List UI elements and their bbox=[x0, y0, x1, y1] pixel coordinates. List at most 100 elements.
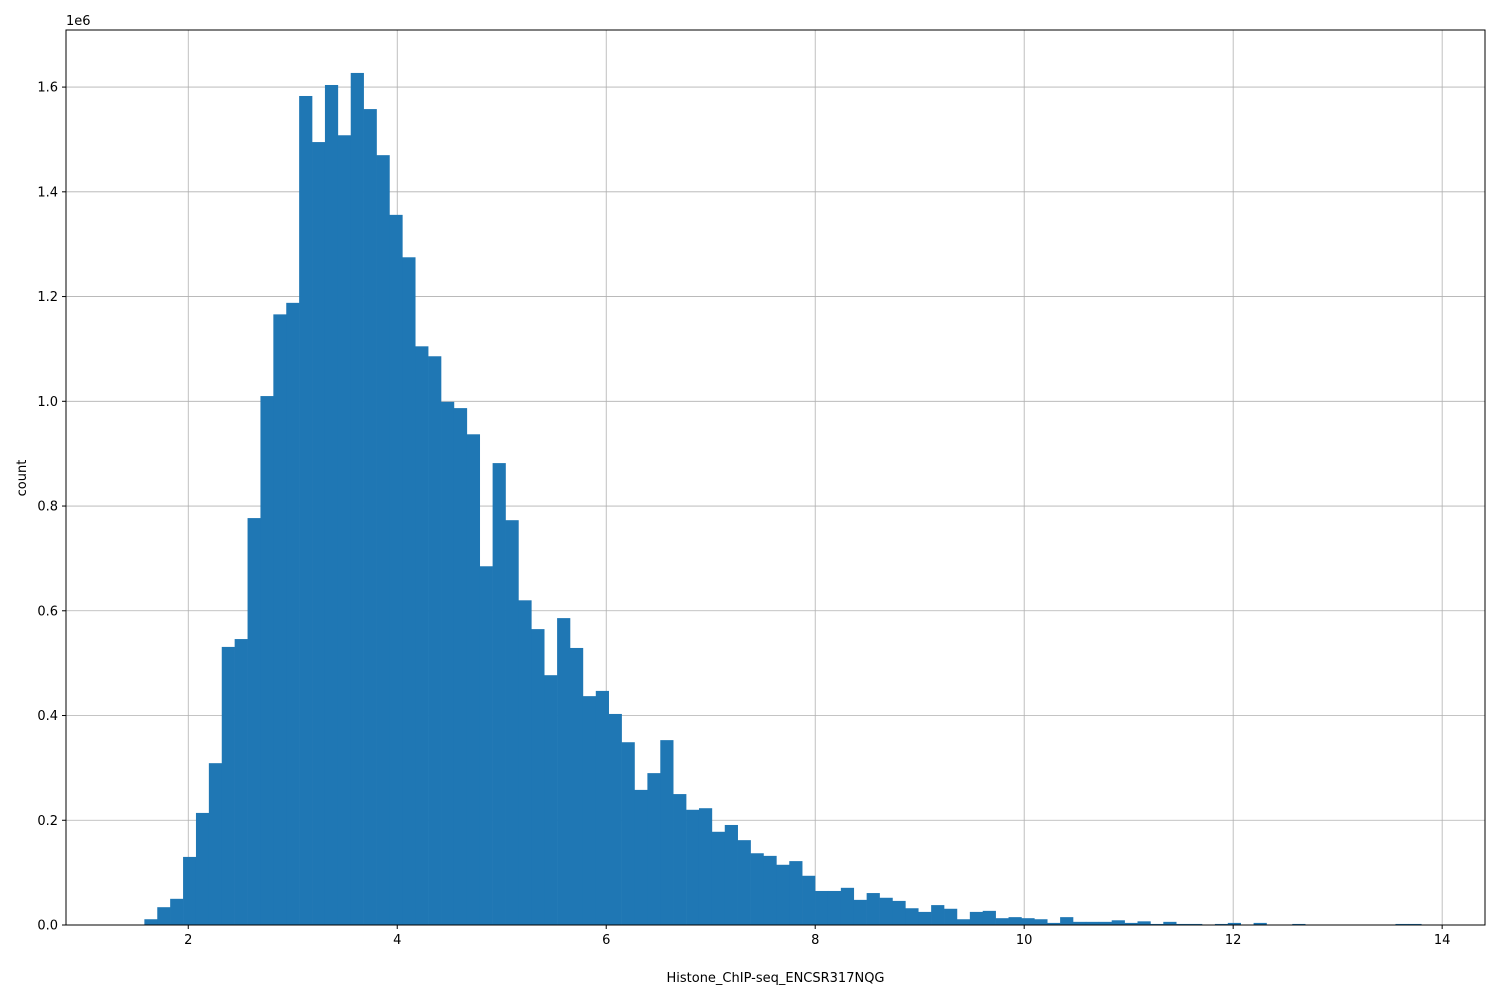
histogram-bar bbox=[866, 893, 880, 925]
histogram-bar bbox=[660, 740, 674, 925]
histogram-bar bbox=[208, 763, 223, 925]
histogram-bar bbox=[1047, 922, 1061, 925]
histogram-bar bbox=[1085, 921, 1100, 925]
histogram-bar bbox=[608, 713, 622, 925]
y-tick-label: 1.0 bbox=[37, 395, 58, 410]
histogram-bar bbox=[376, 155, 390, 926]
histogram-bar bbox=[918, 911, 932, 925]
histogram-bar bbox=[1098, 921, 1113, 925]
x-axis-ticks: 2 4 6 8 10 12 14 bbox=[184, 925, 1450, 948]
histogram-bar bbox=[441, 401, 455, 925]
x-tick-label: 8 bbox=[811, 933, 819, 948]
histogram-bar bbox=[737, 840, 751, 925]
histogram-bar bbox=[260, 396, 274, 925]
y-offset-label: 1e6 bbox=[66, 14, 91, 29]
histogram-bar bbox=[995, 918, 1009, 925]
histogram-bar bbox=[1150, 923, 1164, 925]
histogram-bar bbox=[673, 794, 687, 925]
y-axis-ticks: 0.0 0.2 0.4 0.6 0.8 1.0 1.2 1.4 1.6 bbox=[37, 81, 66, 934]
histogram-bar bbox=[776, 864, 790, 925]
histogram-bar bbox=[647, 773, 661, 925]
histogram-bar bbox=[956, 919, 971, 925]
histogram-bar bbox=[195, 812, 210, 925]
histogram-bar bbox=[879, 897, 893, 925]
histogram-bar bbox=[969, 911, 984, 925]
histogram-bar bbox=[698, 808, 713, 925]
histogram-bar bbox=[815, 890, 829, 925]
y-tick-label: 0.2 bbox=[37, 814, 58, 829]
x-axis-label: Histone_ChIP-seq_ENCSR317NQG bbox=[666, 971, 884, 986]
histogram-bar bbox=[183, 856, 197, 925]
histogram-bar bbox=[931, 905, 945, 925]
histogram-bar bbox=[492, 463, 506, 925]
histogram-bar bbox=[1227, 922, 1241, 925]
histogram-bar bbox=[312, 142, 326, 925]
histogram-bar bbox=[1395, 923, 1409, 925]
histogram-bar bbox=[1060, 917, 1074, 925]
histogram-bar bbox=[1021, 918, 1035, 925]
y-tick-label: 0.6 bbox=[37, 604, 58, 619]
y-tick-label: 1.2 bbox=[37, 290, 58, 305]
histogram-bar bbox=[621, 742, 635, 925]
histogram-bar bbox=[557, 618, 571, 925]
histogram-bar bbox=[170, 898, 184, 925]
histogram-bar bbox=[763, 855, 777, 925]
x-tick-label: 14 bbox=[1434, 933, 1451, 948]
histogram-bar bbox=[827, 890, 842, 925]
histogram-bar bbox=[569, 647, 584, 925]
histogram-bar bbox=[711, 831, 726, 925]
x-tick-label: 10 bbox=[1016, 933, 1033, 948]
histogram-bar bbox=[840, 887, 855, 925]
histogram-bar bbox=[944, 908, 958, 925]
histogram-bar bbox=[531, 629, 545, 925]
y-tick-label: 0.0 bbox=[37, 919, 58, 934]
histogram-bar bbox=[1214, 923, 1229, 925]
histogram-bar bbox=[402, 257, 416, 925]
x-tick-label: 6 bbox=[602, 933, 610, 948]
histogram-bar bbox=[686, 809, 700, 925]
y-axis-label: count bbox=[15, 460, 30, 497]
histogram-bar bbox=[144, 919, 158, 925]
histogram-bar bbox=[802, 875, 816, 925]
histogram-bar bbox=[505, 520, 519, 925]
histogram-bar bbox=[982, 910, 996, 925]
histogram-bar bbox=[1176, 923, 1190, 925]
histogram-bar bbox=[1292, 923, 1306, 925]
histogram-bar bbox=[595, 690, 609, 925]
histogram-bar bbox=[1408, 923, 1422, 925]
y-tick-label: 1.6 bbox=[37, 81, 58, 96]
y-tick-label: 0.4 bbox=[37, 709, 58, 724]
histogram-bar bbox=[273, 314, 287, 925]
x-tick-label: 12 bbox=[1225, 933, 1242, 948]
histogram-bar bbox=[157, 907, 171, 925]
histogram-bar bbox=[324, 84, 339, 926]
histogram-bar bbox=[1137, 921, 1151, 925]
histogram-bar bbox=[750, 853, 764, 925]
histogram-bar bbox=[350, 72, 364, 926]
histogram-bar bbox=[853, 899, 867, 925]
histogram-bar bbox=[286, 302, 300, 925]
histogram-bar bbox=[389, 214, 403, 925]
histogram-bar bbox=[518, 600, 532, 925]
x-tick-label: 4 bbox=[393, 933, 401, 948]
histogram-bar bbox=[453, 408, 468, 926]
histogram-bar bbox=[363, 109, 377, 925]
histogram-bar bbox=[428, 356, 442, 925]
histogram-bar bbox=[789, 861, 803, 925]
histogram-bar bbox=[1253, 922, 1267, 925]
histogram-bar bbox=[234, 639, 248, 925]
histogram-bar bbox=[1111, 920, 1125, 925]
histogram-bar bbox=[1163, 921, 1177, 925]
histogram-bar bbox=[479, 566, 493, 925]
histogram-bar bbox=[221, 646, 235, 925]
histogram-bar bbox=[1124, 922, 1138, 925]
histogram-bar bbox=[892, 900, 906, 925]
y-tick-label: 1.4 bbox=[37, 185, 58, 200]
histogram-bar bbox=[634, 789, 648, 925]
histogram-bar bbox=[466, 434, 481, 925]
histogram-bar bbox=[724, 824, 738, 925]
histogram-bar bbox=[905, 908, 919, 925]
histogram-bar bbox=[247, 518, 261, 925]
histogram-bar bbox=[582, 696, 597, 925]
